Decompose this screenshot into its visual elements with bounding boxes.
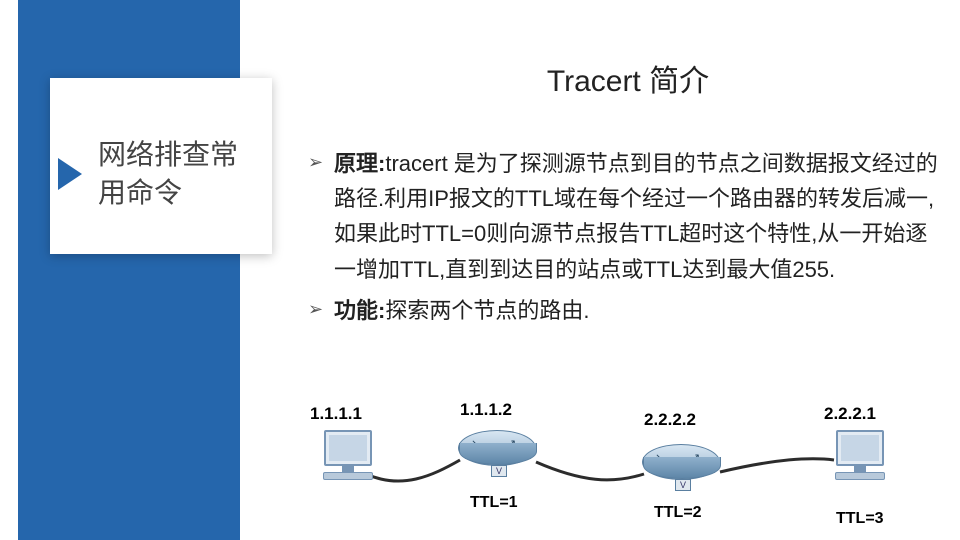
network-diagram: 1.1.1.1 1.1.1.2 ↘↗ ←→ V TTL=1 2.2.2.2 ↘↗…: [302, 400, 950, 530]
ttl-label-3: TTL=3: [836, 510, 884, 528]
pc-icon: [320, 430, 376, 480]
page-title: Tracert 简介: [308, 56, 948, 100]
bullet-label: 原理:: [334, 151, 385, 176]
ttl-label-1: TTL=1: [470, 494, 518, 512]
bullet-list: 原理:tracert 是为了探测源节点到目的节点之间数据报文经过的路径.利用IP…: [308, 146, 948, 328]
edge-1: [536, 462, 644, 480]
edge-0: [366, 460, 460, 481]
bullet-principle: 原理:tracert 是为了探测源节点到目的节点之间数据报文经过的路径.利用IP…: [308, 146, 948, 287]
bullet-text: 探索两个节点的路由.: [385, 298, 589, 323]
ip-label-0: 1.1.1.1: [310, 404, 362, 424]
side-card: 网络排查常用命令: [50, 78, 272, 254]
ttl-label-2: TTL=2: [654, 504, 702, 522]
chevron-right-icon: [58, 158, 82, 190]
bullet-function: 功能:探索两个节点的路由.: [308, 293, 948, 328]
ip-label-3: 2.2.2.1: [824, 404, 876, 424]
router-icon: ↘↗ ←→ V: [458, 430, 536, 466]
router-icon: ↘↗ ←→ V: [642, 444, 720, 480]
bullet-label: 功能:: [334, 298, 385, 323]
pc-icon: [832, 430, 888, 480]
main-content: Tracert 简介 原理:tracert 是为了探测源节点到目的节点之间数据报…: [308, 56, 948, 334]
bullet-text: tracert 是为了探测源节点到目的节点之间数据报文经过的路径.利用IP报文的…: [334, 151, 938, 282]
sidebar-title: 网络排查常用命令: [98, 136, 258, 212]
ip-label-1: 1.1.1.2: [460, 400, 512, 420]
ip-label-2: 2.2.2.2: [644, 410, 696, 430]
edge-2: [720, 459, 834, 472]
